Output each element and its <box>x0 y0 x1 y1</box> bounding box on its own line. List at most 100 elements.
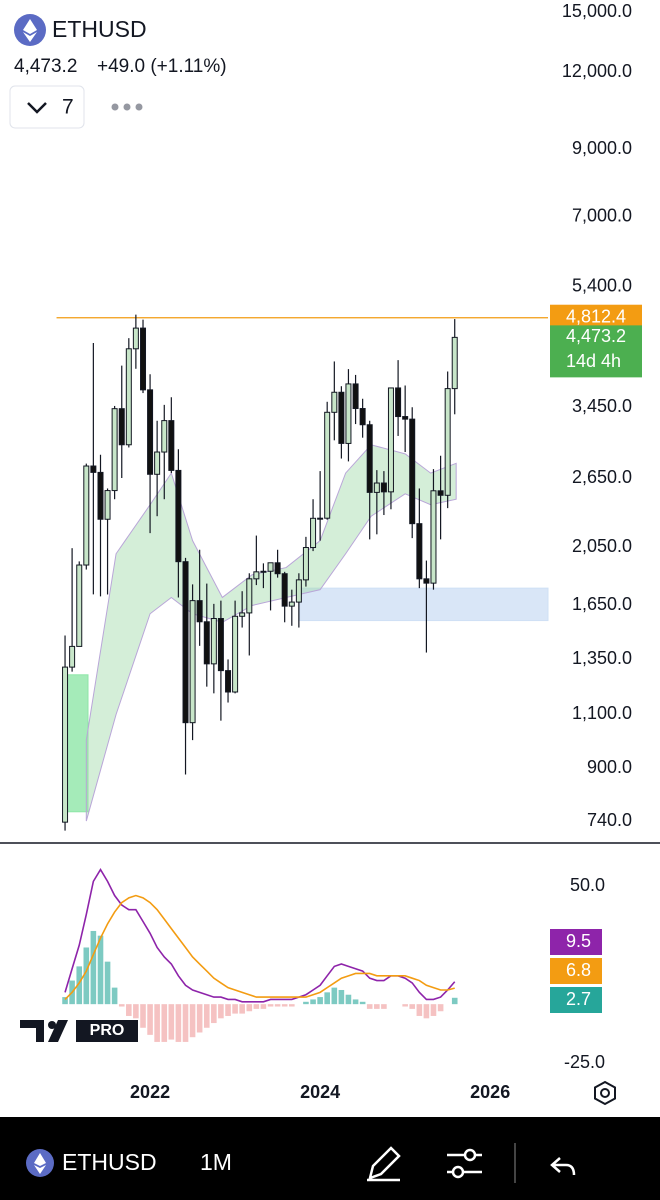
eth-glyph <box>23 19 37 42</box>
last-value-label: 6.8 <box>566 960 591 980</box>
histogram-bar <box>140 1004 146 1028</box>
settings-icon[interactable] <box>594 1080 616 1106</box>
y-tick-label: 3,450.0 <box>572 396 632 416</box>
zone <box>299 587 549 622</box>
watermark: PRO <box>90 1022 125 1039</box>
histogram-bar <box>147 1004 153 1035</box>
indicator-line <box>64 894 455 1000</box>
toolbar-eth-glyph <box>34 1153 46 1174</box>
histogram-bar <box>381 1004 387 1009</box>
last-value-label: 9.5 <box>566 931 591 951</box>
candle-body <box>338 391 345 444</box>
histogram-bar <box>90 930 97 1005</box>
last-value-label: 2.7 <box>566 989 591 1009</box>
histogram-bar <box>62 997 68 1005</box>
histogram-bar <box>83 947 90 1005</box>
ema-band <box>85 444 457 822</box>
histogram-bar <box>133 1004 139 1019</box>
candle-body <box>104 490 111 520</box>
candle-body <box>175 469 182 563</box>
y-tick-label: 2,050.0 <box>572 536 632 556</box>
histogram-bar <box>374 1004 380 1009</box>
histogram-bar <box>76 966 83 1005</box>
tv-logo <box>20 1020 138 1042</box>
candle-body <box>225 670 232 693</box>
histogram-bar <box>324 992 330 1005</box>
histogram-bar <box>161 1004 168 1042</box>
candle-body <box>260 570 267 573</box>
histogram-bar <box>303 1001 309 1005</box>
histogram-bar <box>352 999 359 1005</box>
histogram-bar <box>430 1004 437 1016</box>
candle-body <box>118 408 125 446</box>
candle-body <box>97 471 104 520</box>
toolbar-symbol[interactable]: ETHUSD <box>62 1149 157 1175</box>
candle-body <box>232 615 239 693</box>
y-tick-label: 900.0 <box>587 757 632 777</box>
macd-pane: 50.0 -25.0 2022 2024 2026 9.5 6.8 2.7 <box>62 868 605 1102</box>
last-price-label: 4,473.2 <box>566 326 626 346</box>
candle-body <box>288 601 295 607</box>
candle-body <box>359 408 366 426</box>
histogram-bar <box>274 1004 281 1007</box>
candle-body <box>182 561 189 724</box>
histogram-bar <box>111 987 118 1005</box>
more-menu[interactable] <box>111 103 143 111</box>
draw-icon[interactable] <box>367 1146 401 1182</box>
undo-icon[interactable] <box>550 1157 576 1176</box>
last-value-tag <box>550 929 602 955</box>
histogram-bar <box>118 1004 125 1007</box>
histogram-bar <box>225 1004 231 1016</box>
change: +49.0 (+1.11%) <box>97 56 227 77</box>
histogram-bar <box>189 1004 196 1038</box>
histogram-bar <box>289 1004 295 1007</box>
y-tick-label: 7,000.0 <box>572 206 632 226</box>
last-value-tag <box>550 987 602 1013</box>
histogram-bar <box>232 1004 238 1014</box>
indicators-icon[interactable] <box>447 1148 482 1179</box>
candle-body <box>210 618 217 665</box>
y-tick-label: 50.0 <box>570 875 605 895</box>
histogram-bar <box>104 961 111 1005</box>
candle-body <box>140 327 147 391</box>
chevron <box>27 102 47 114</box>
candle-body <box>239 612 246 617</box>
candle-body <box>281 573 288 607</box>
histogram-bar <box>97 935 104 1005</box>
histogram-bar <box>416 1004 423 1016</box>
y-tick-label: -25.0 <box>564 1052 605 1072</box>
y-tick-label: 12,000.0 <box>562 61 632 81</box>
dropdown-count: 7 <box>62 96 74 119</box>
candle-body <box>295 579 302 603</box>
histogram-bar <box>253 1004 260 1009</box>
histogram-bar <box>281 1004 288 1007</box>
candle-body <box>274 562 281 575</box>
histogram-bar <box>182 1004 189 1042</box>
candle-body <box>189 600 196 724</box>
price: 4,473.2 <box>14 56 77 77</box>
histogram-bar <box>409 1004 416 1009</box>
price-line-label: 4,812.4 <box>566 306 626 326</box>
histogram-bar <box>168 1004 175 1040</box>
candle-body <box>90 465 97 473</box>
last-price-tag <box>550 325 642 378</box>
histogram-bar <box>260 1004 267 1009</box>
toolbar <box>0 1117 660 1200</box>
candle-body <box>76 564 83 647</box>
dropdown[interactable] <box>9 85 85 129</box>
histogram-bar <box>126 1004 132 1016</box>
last-value-tag <box>550 958 602 984</box>
x-tick-label: 2026 <box>470 1082 510 1102</box>
candle-body <box>409 418 416 525</box>
indicator-line <box>64 868 456 1003</box>
countdown: 14d 4h <box>566 351 621 371</box>
symbol[interactable]: ETHUSD <box>52 16 147 42</box>
candle-body <box>395 387 402 418</box>
candle-body <box>62 666 69 823</box>
histogram-bar <box>246 1004 253 1012</box>
toolbar-interval[interactable]: 1M <box>200 1149 232 1175</box>
candle-body <box>373 482 380 493</box>
candle-body <box>310 517 317 549</box>
